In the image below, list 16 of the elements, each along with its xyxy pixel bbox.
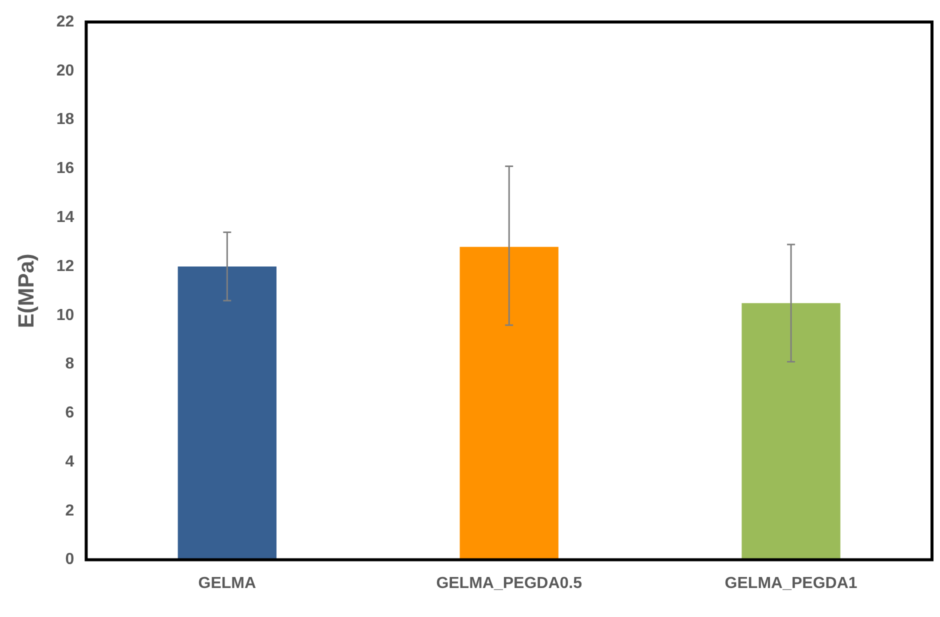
x-tick-label: GELMA_PEGDA0.5 xyxy=(436,574,582,592)
y-tick-label: 6 xyxy=(65,404,74,422)
y-tick-label: 12 xyxy=(56,258,74,275)
y-tick-label: 22 xyxy=(56,13,74,30)
y-axis-title: E(MPa) xyxy=(13,254,38,328)
y-tick-label: 8 xyxy=(65,356,74,373)
x-tick-label: GELMA_PEGDA1 xyxy=(724,574,858,592)
y-tick-label: 16 xyxy=(56,160,74,178)
y-tick-label: 14 xyxy=(56,208,74,226)
y-tick-label: 4 xyxy=(65,453,74,470)
y-tick-label: 0 xyxy=(65,551,74,568)
y-tick-label: 18 xyxy=(56,111,74,128)
y-tick-label: 10 xyxy=(56,306,74,324)
y-tick-label: 20 xyxy=(56,62,74,80)
x-tick-label: GELMA xyxy=(198,574,256,592)
y-tick-label: 2 xyxy=(65,502,74,520)
